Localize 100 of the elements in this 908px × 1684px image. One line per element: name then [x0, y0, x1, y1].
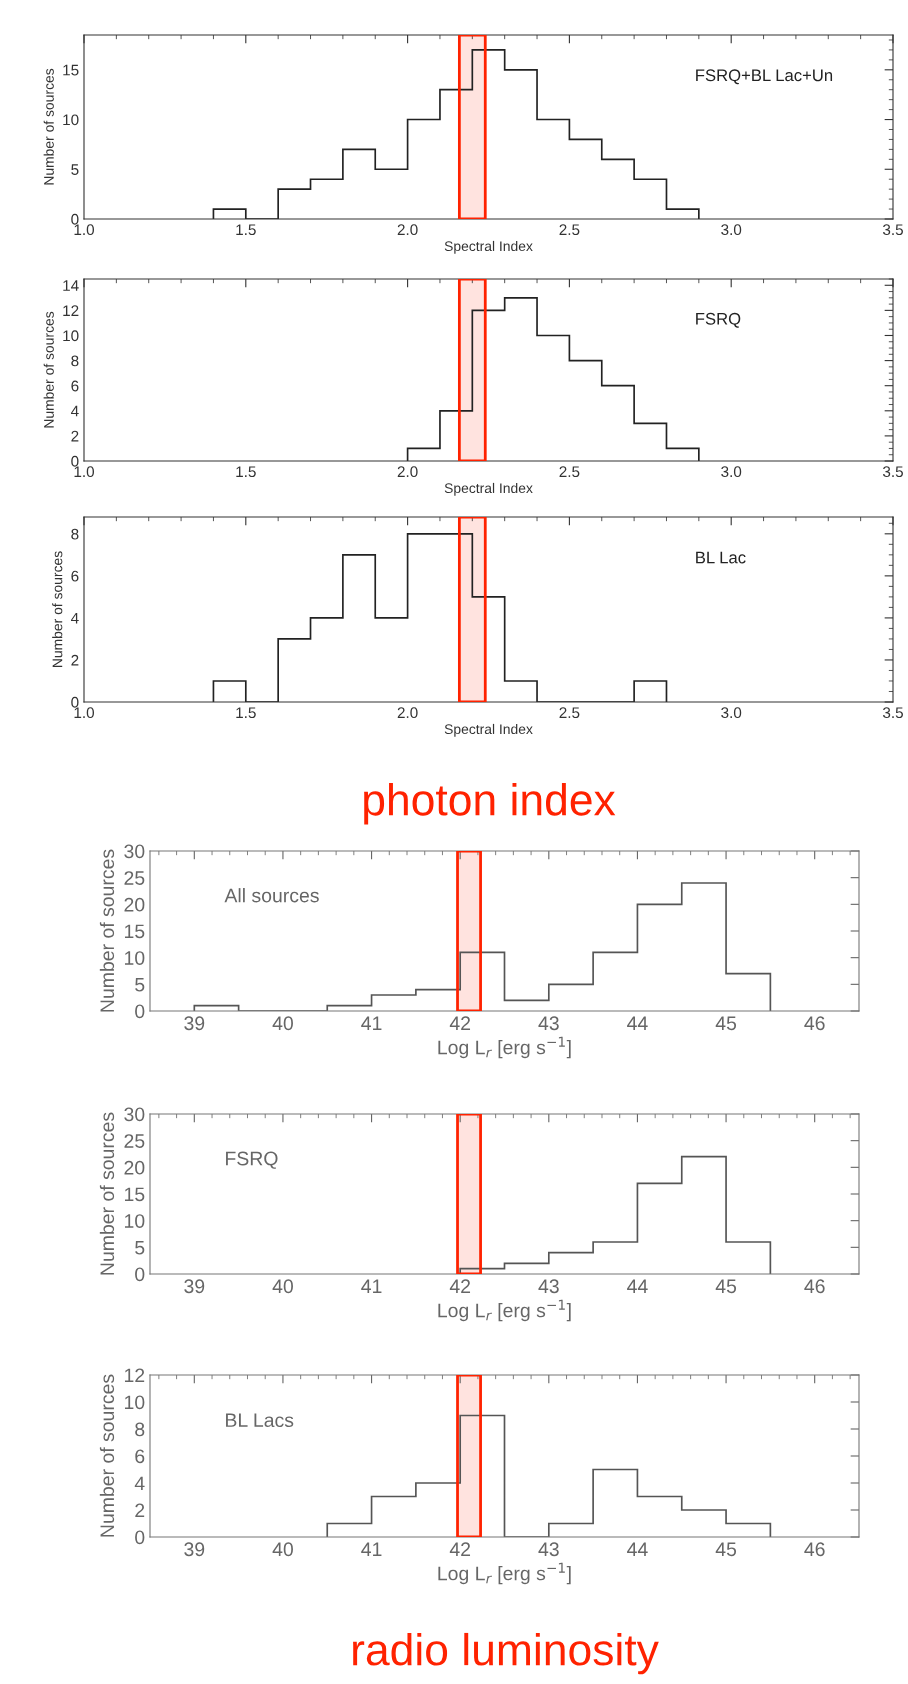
- y-tick-label: 8: [71, 355, 79, 367]
- x-tick-label: 43: [538, 1542, 559, 1557]
- y-tick-label: 0: [135, 1004, 145, 1019]
- x-axis-title: Log L$_{r}$ [erg s$^{−1}$]: [438, 1036, 571, 1059]
- x-tick-label: 1.0: [74, 707, 95, 719]
- y-axis-title: Number of sources: [99, 1112, 115, 1275]
- x-tick-label: 1.0: [74, 466, 95, 478]
- x-tick-label: 3.5: [882, 466, 903, 478]
- y-tick-label: 2: [135, 1503, 145, 1518]
- x-tick-label: 2.0: [397, 466, 418, 478]
- annotation: FSRQ: [696, 312, 741, 328]
- y-tick-label: 0: [71, 213, 79, 225]
- x-tick-label: 46: [804, 1542, 825, 1557]
- y-tick-label: 6: [71, 380, 79, 392]
- x-tick-label: 1.0: [74, 224, 95, 236]
- x-tick-label: 3.5: [882, 707, 903, 719]
- y-tick-label: 20: [124, 897, 145, 912]
- x-tick-label: 41: [361, 1279, 382, 1293]
- x-tick-label: 3.0: [721, 707, 742, 719]
- y-axis-title: Number of sources: [43, 311, 54, 428]
- x-tick-label: 40: [272, 1542, 293, 1557]
- y-tick-label: 12: [63, 305, 79, 316]
- y-tick-label: 15: [63, 64, 79, 76]
- x-tick-label: 46: [804, 1279, 825, 1294]
- x-tick-label: 2.5: [559, 466, 580, 478]
- y-tick-label: 25: [124, 1134, 145, 1148]
- x-axis-title: Spectral Index: [444, 482, 533, 496]
- y-tick-label: 4: [70, 612, 79, 624]
- x-tick-label: 2.0: [397, 707, 418, 719]
- y-tick-label: 12: [125, 1368, 145, 1383]
- x-tick-label: 42: [449, 1279, 471, 1293]
- y-tick-label: 5: [135, 1241, 145, 1255]
- y-tick-label: 10: [125, 1214, 145, 1228]
- y-tick-label: 6: [71, 570, 79, 582]
- x-axis-title: Spectral Index: [444, 723, 533, 737]
- x-tick-label: 46: [804, 1016, 825, 1031]
- x-tick-label: 2.0: [397, 224, 418, 236]
- y-tick-label: 30: [124, 1107, 145, 1122]
- y-tick-label: 20: [124, 1160, 145, 1175]
- x-tick-label: 41: [361, 1542, 382, 1556]
- y-tick-label: 0: [71, 696, 79, 708]
- x-tick-label: 1.5: [236, 224, 256, 236]
- x-tick-label: 2.5: [559, 224, 580, 236]
- annotation: BL Lacs: [226, 1413, 294, 1428]
- x-tick-label: 43: [538, 1279, 559, 1294]
- y-tick-label: 10: [63, 330, 79, 342]
- x-tick-label: 40: [272, 1279, 293, 1294]
- y-tick-label: 8: [71, 528, 79, 540]
- annotation: BL Lac: [696, 551, 746, 564]
- y-tick-label: 4: [70, 405, 79, 417]
- x-tick-label: 39: [184, 1279, 205, 1294]
- y-tick-label: 25: [124, 871, 145, 885]
- y-axis-title: Number of sources: [99, 849, 115, 1012]
- y-tick-label: 0: [71, 455, 79, 467]
- y-axis-title: Number of sources: [52, 551, 63, 668]
- y-tick-label: 15: [125, 1187, 145, 1202]
- y-axis-title: Number of sources: [99, 1374, 115, 1537]
- annotation: FSRQ+BL Lac+Un: [696, 69, 833, 85]
- x-tick-label: 1.5: [236, 466, 256, 478]
- y-tick-label: 10: [63, 114, 79, 126]
- y-tick-label: 2: [71, 654, 79, 666]
- y-tick-label: 8: [135, 1422, 145, 1437]
- y-axis-title: Number of sources: [43, 68, 54, 185]
- x-tick-label: 43: [538, 1016, 559, 1031]
- x-tick-label: 42: [449, 1542, 471, 1556]
- x-tick-label: 1.5: [236, 707, 256, 719]
- annotation: All sources: [224, 888, 319, 903]
- y-tick-label: 0: [135, 1267, 145, 1282]
- y-tick-label: 2: [71, 430, 79, 442]
- x-tick-label: 3.5: [882, 224, 903, 236]
- y-tick-label: 5: [135, 978, 145, 992]
- x-tick-label: 39: [184, 1016, 205, 1031]
- y-tick-label: 15: [125, 924, 145, 939]
- x-tick-label: 39: [184, 1542, 205, 1557]
- x-tick-label: 45: [715, 1279, 737, 1294]
- x-tick-label: 40: [272, 1016, 293, 1031]
- y-tick-label: 5: [71, 164, 79, 175]
- x-tick-label: 45: [715, 1016, 737, 1031]
- y-tick-label: 4: [134, 1476, 145, 1491]
- annotation: FSRQ: [226, 1151, 278, 1169]
- y-tick-label: 0: [135, 1530, 145, 1545]
- text: photon index: [364, 783, 616, 825]
- x-axis-title: Log L$_{r}$ [erg s$^{−1}$]: [438, 1562, 571, 1585]
- x-tick-label: 3.0: [721, 466, 742, 478]
- x-tick-label: 41: [361, 1016, 382, 1030]
- x-axis-title: Log L$_{r}$ [erg s$^{−1}$]: [438, 1299, 571, 1322]
- y-tick-label: 30: [124, 844, 145, 859]
- x-tick-label: 45: [715, 1542, 737, 1557]
- x-tick-label: 44: [627, 1279, 648, 1293]
- x-tick-label: 3.0: [721, 224, 742, 236]
- y-tick-label: 10: [125, 951, 145, 965]
- y-tick-label: 10: [125, 1395, 145, 1410]
- x-tick-label: 2.5: [559, 707, 580, 719]
- x-tick-label: 42: [449, 1016, 471, 1030]
- x-tick-label: 44: [627, 1016, 648, 1030]
- y-tick-label: 6: [135, 1449, 145, 1464]
- x-axis-title: Spectral Index: [444, 240, 533, 254]
- y-tick-label: 14: [63, 280, 79, 291]
- text: radio luminosity: [353, 1632, 659, 1675]
- x-tick-label: 44: [627, 1542, 648, 1556]
